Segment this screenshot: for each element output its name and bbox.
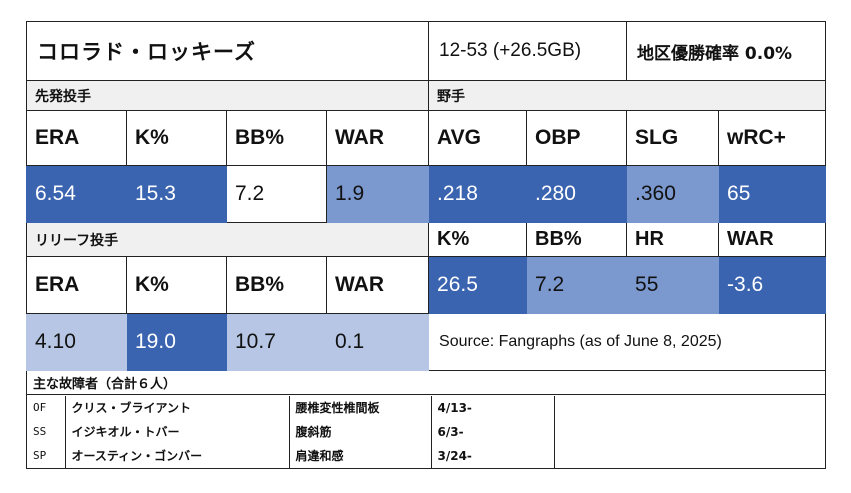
injured-row: SP オースティン・ゴンバー 肩違和感 3/24-	[27, 443, 825, 468]
injury-blank-cell	[554, 396, 825, 420]
bat-value-obp: .280	[526, 165, 628, 223]
sp-value-war: 1.9	[325, 165, 430, 223]
bat-value-k-pct: 26.5	[428, 256, 528, 314]
injury-blank-cell	[554, 444, 825, 468]
injured-player-name: イジキオル・トバー	[65, 419, 290, 444]
injured-position: SP	[27, 443, 66, 468]
bat-value-war: -3.6	[718, 256, 827, 314]
sp-value-era: 6.54	[26, 165, 127, 223]
section-starting-pitchers: 先発投手	[25, 80, 430, 111]
bat-header-bb-pct: BB%	[526, 222, 628, 257]
bat-header-hr: HR	[626, 222, 720, 257]
injured-list-title: 主な故障者（合計６人）	[25, 370, 827, 395]
team-name: コロラド・ロッキーズ	[25, 21, 430, 81]
rp-value-k-pct: 19.0	[126, 313, 227, 371]
bat-header-wrc: wRC+	[718, 110, 827, 166]
team-stats-table: コロラド・ロッキーズ 12-53 (+26.5GB) 地区優勝確率 0.0% 先…	[25, 21, 827, 469]
injury-date: 3/24-	[431, 443, 555, 468]
sp-header-era: ERA	[26, 110, 127, 166]
bat-value-slg: .360	[626, 165, 720, 223]
injured-row: OF クリス・ブライアント 腰椎変性椎間板 4/13-	[27, 395, 825, 420]
injury-date: 4/13-	[431, 395, 555, 420]
rp-header-era: ERA	[26, 256, 127, 314]
rp-value-era: 4.10	[26, 313, 127, 371]
bat-value-hr: 55	[626, 256, 720, 314]
rp-value-bb-pct: 10.7	[226, 313, 327, 371]
injured-position: OF	[27, 395, 66, 420]
bat-header-k-pct: K%	[428, 222, 528, 257]
bat-header-avg: AVG	[428, 110, 528, 166]
bat-header-war: WAR	[718, 222, 827, 257]
bat-value-wrc: 65	[718, 165, 827, 223]
sp-header-bb-pct: BB%	[226, 110, 327, 166]
injury-type: 肩違和感	[289, 443, 432, 468]
injury-date: 6/3-	[431, 419, 555, 444]
rp-value-war: 0.1	[325, 313, 430, 371]
division-odds: 地区優勝確率 0.0%	[626, 21, 827, 81]
injury-type: 腹斜筋	[289, 419, 432, 444]
data-source-note: Source: Fangraphs (as of June 8, 2025)	[428, 313, 827, 371]
bat-header-obp: OBP	[526, 110, 628, 166]
rp-header-k-pct: K%	[126, 256, 227, 314]
bat-value-bb-pct: 7.2	[526, 256, 628, 314]
team-record: 12-53 (+26.5GB)	[428, 21, 628, 81]
bat-value-avg: .218	[428, 165, 528, 223]
sp-header-war: WAR	[325, 110, 430, 166]
rp-header-war: WAR	[325, 256, 430, 314]
bat-header-slg: SLG	[626, 110, 720, 166]
section-batters: 野手	[428, 80, 827, 111]
injury-blank-cell	[554, 420, 825, 444]
sp-header-k-pct: K%	[126, 110, 227, 166]
injured-position: SS	[27, 419, 66, 444]
injured-list: OF クリス・ブライアント 腰椎変性椎間板 4/13- SS イジキオル・トバー…	[25, 394, 827, 469]
sp-value-bb-pct: 7.2	[226, 165, 327, 223]
section-relief-pitchers: リリーフ投手	[25, 222, 430, 257]
sp-value-k-pct: 15.3	[126, 165, 227, 223]
rp-header-bb-pct: BB%	[226, 256, 327, 314]
injury-type: 腰椎変性椎間板	[289, 395, 432, 420]
injured-player-name: クリス・ブライアント	[65, 395, 290, 420]
injured-row: SS イジキオル・トバー 腹斜筋 6/3-	[27, 419, 825, 444]
injured-player-name: オースティン・ゴンバー	[65, 443, 290, 468]
